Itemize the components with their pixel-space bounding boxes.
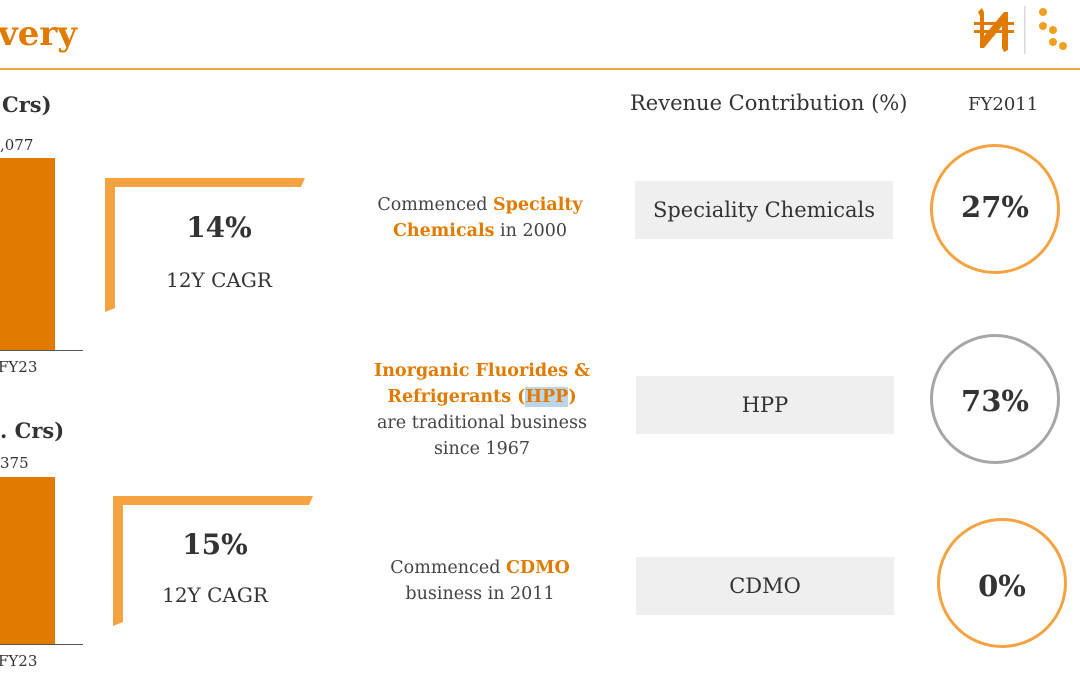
desc-1-highlight-2: Chemicals bbox=[393, 221, 495, 241]
desc-3-line2: business in 2011 bbox=[405, 584, 555, 604]
chart-2-heading: . Crs) bbox=[0, 418, 65, 443]
contribution-pct-specialty: 27% bbox=[961, 190, 1029, 224]
chart-1-x-axis bbox=[0, 350, 83, 351]
revenue-contribution-heading: Revenue Contribution (%) bbox=[630, 91, 908, 115]
segment-box-specialty: Speciality Chemicals bbox=[635, 181, 893, 239]
desc-3-highlight: CDMO bbox=[505, 558, 570, 578]
segment-box-hpp: HPP bbox=[636, 376, 894, 434]
description-hpp: Inorganic Fluorides & Refrigerants (HPP)… bbox=[352, 358, 612, 462]
page-title: very bbox=[0, 14, 78, 54]
desc-2-line2a: Refrigerants ( bbox=[387, 387, 526, 407]
contribution-circle-specialty: 27% bbox=[930, 144, 1060, 274]
desc-1-highlight: Specialty bbox=[493, 195, 583, 215]
chart-1-data-label: ,077 bbox=[0, 136, 34, 154]
desc-1-post: in 2000 bbox=[494, 221, 567, 241]
desc-1-pre: Commenced bbox=[377, 195, 494, 215]
title-divider bbox=[0, 68, 1080, 70]
cagr-value-1: 14% bbox=[186, 211, 252, 244]
desc-2-hpp-highlight: HPP bbox=[525, 387, 569, 407]
desc-3-pre: Commenced bbox=[390, 558, 506, 578]
chart-2-x-axis bbox=[0, 644, 83, 645]
chart-1-heading: Crs) bbox=[2, 92, 52, 117]
segment-box-cdmo: CDMO bbox=[636, 557, 894, 615]
company-logo bbox=[970, 0, 1080, 62]
chart-1-x-tick-label: FY23 bbox=[0, 358, 38, 376]
cagr-bracket-2 bbox=[113, 496, 323, 635]
cagr-label-2: 12Y CAGR bbox=[162, 583, 268, 607]
chart-2-bar-fy23 bbox=[0, 477, 55, 644]
desc-2-line4: since 1967 bbox=[433, 439, 531, 459]
cagr-value-2: 15% bbox=[182, 528, 248, 561]
contribution-pct-hpp: 73% bbox=[961, 384, 1029, 418]
description-specialty: Commenced Specialty Chemicals in 2000 bbox=[350, 192, 610, 244]
contribution-pct-cdmo: 0% bbox=[978, 569, 1026, 603]
chart-2-data-label: 375 bbox=[0, 454, 29, 472]
cagr-bracket-1 bbox=[105, 178, 315, 317]
chart-2-x-tick-label: FY23 bbox=[0, 652, 38, 670]
fy-column-heading: FY2011 bbox=[968, 94, 1039, 115]
desc-2-line1: Inorganic Fluorides & bbox=[374, 361, 590, 381]
cagr-label-1: 12Y CAGR bbox=[166, 268, 272, 292]
desc-2-line2c: ) bbox=[568, 387, 577, 407]
chart-1-bar-fy23 bbox=[0, 158, 55, 350]
contribution-circle-cdmo: 0% bbox=[937, 518, 1067, 648]
contribution-circle-hpp: 73% bbox=[930, 334, 1060, 464]
desc-2-line3: are traditional business bbox=[376, 413, 588, 433]
description-cdmo: Commenced CDMO business in 2011 bbox=[350, 555, 610, 607]
